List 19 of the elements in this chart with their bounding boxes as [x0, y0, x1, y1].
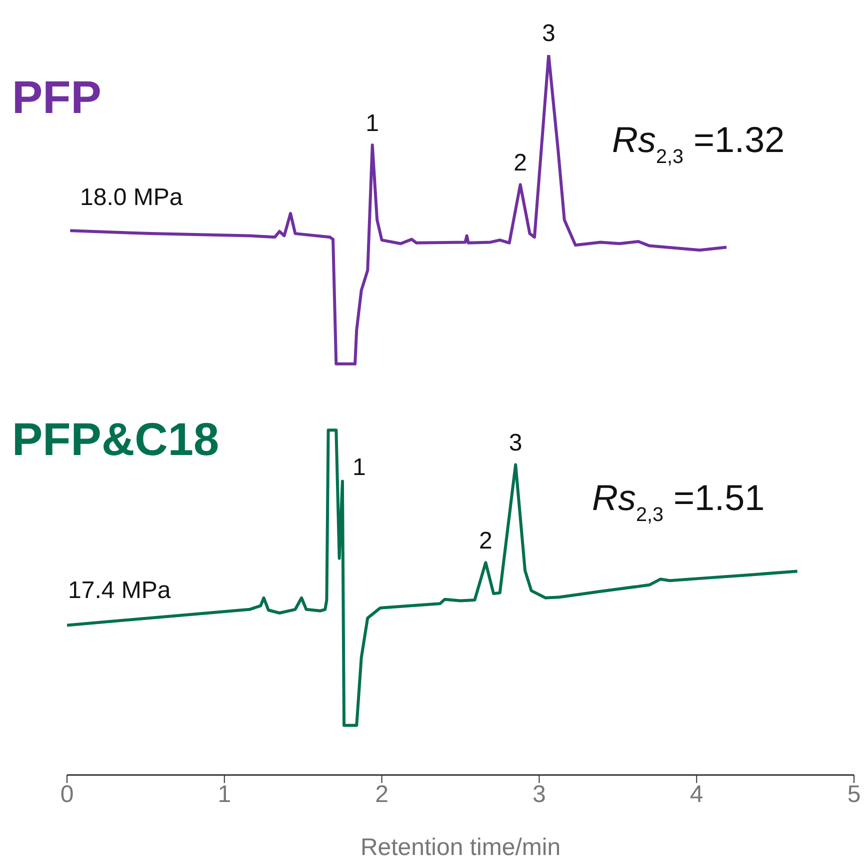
annotation: 3 [508, 430, 522, 457]
x-tick-label: 3 [532, 781, 546, 808]
x-tick-label: 2 [375, 781, 388, 808]
text: PFP&C18 [12, 413, 220, 465]
x-tick-label: 4 [690, 781, 704, 808]
x-tick-label: 1 [218, 781, 232, 808]
annotation: 1 [366, 110, 380, 137]
text: PFP [12, 71, 102, 123]
annotation: 17.4 MPa [68, 577, 172, 604]
x-tick-label: 0 [60, 781, 74, 808]
annotation: Rs$_{2,3}$ =1.51 [592, 477, 765, 526]
x-axis-title: Retention time/min [360, 834, 561, 861]
annotation: 1 [352, 454, 366, 482]
annotation: 3 [542, 20, 556, 47]
annotation: 2 [514, 150, 527, 177]
annotation: 18.0 MPa [80, 184, 184, 211]
annotation: 2 [479, 528, 492, 555]
x-tick-label: 5 [847, 781, 861, 808]
annotation: Rs$_{2,3}$ =1.32 [612, 119, 785, 168]
